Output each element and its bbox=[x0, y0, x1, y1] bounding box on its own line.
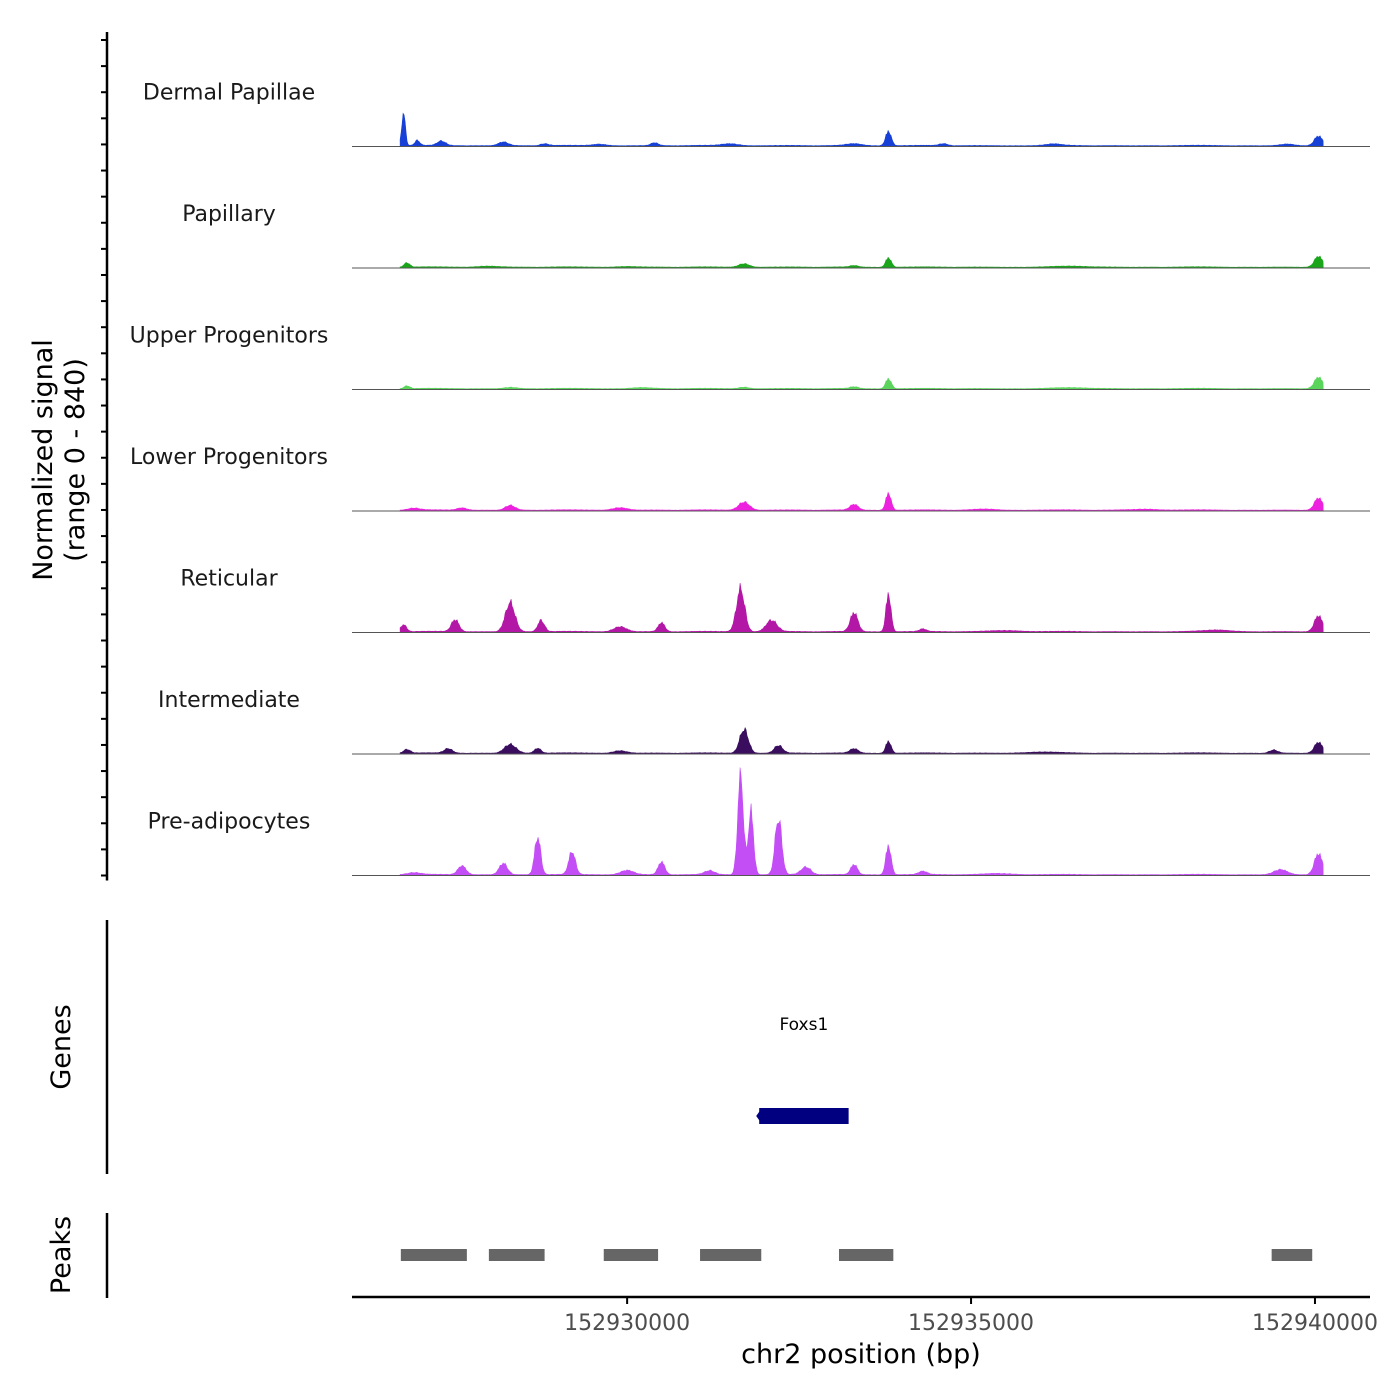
track-label: Reticular bbox=[180, 567, 278, 592]
gene: Foxs1 bbox=[756, 1015, 849, 1124]
x-tick-label: 152940000 bbox=[1252, 1311, 1378, 1336]
gene-label: Foxs1 bbox=[780, 1015, 829, 1035]
x-axis-title: chr2 position (bp) bbox=[741, 1339, 981, 1370]
gene-strand-arrow bbox=[756, 1109, 762, 1123]
track-label: Pre-adipocytes bbox=[148, 810, 311, 835]
signal-track bbox=[352, 491, 1370, 512]
track-label: Lower Progenitors bbox=[130, 445, 328, 470]
signal-track bbox=[352, 255, 1370, 269]
peaks-panel-label: Peaks bbox=[46, 1216, 77, 1294]
genes-layer: Foxs1 bbox=[756, 1015, 849, 1124]
signal-area bbox=[352, 376, 1324, 390]
peak-region bbox=[700, 1249, 762, 1261]
track-label: Intermediate bbox=[158, 688, 300, 713]
gene-body bbox=[759, 1108, 849, 1124]
signal-track bbox=[352, 376, 1370, 390]
signal-area bbox=[352, 255, 1324, 269]
peaks-layer bbox=[400, 1249, 1313, 1261]
peak-region bbox=[838, 1249, 894, 1261]
signal-y-axis-title: Normalized signal bbox=[28, 339, 59, 581]
signal-area bbox=[352, 491, 1324, 512]
signal-area bbox=[352, 112, 1324, 147]
peak-region bbox=[603, 1249, 659, 1261]
peak-region bbox=[1271, 1249, 1313, 1261]
track-labels: Dermal Papillae Papillary Upper Progenitor… bbox=[130, 81, 329, 835]
signal-tracks bbox=[352, 112, 1370, 876]
signal-area bbox=[352, 583, 1324, 633]
genes-panel-label: Genes bbox=[46, 1004, 77, 1089]
signal-y-axis-range: (range 0 - 840) bbox=[60, 358, 91, 562]
signal-track bbox=[352, 112, 1370, 147]
track-label: Papillary bbox=[182, 202, 276, 227]
x-axis-ticks: 152930000 152935000 152940000 bbox=[564, 1297, 1378, 1336]
signal-track bbox=[352, 583, 1370, 633]
x-tick-label: 152930000 bbox=[564, 1311, 690, 1336]
signal-track bbox=[352, 767, 1370, 876]
signal-track bbox=[352, 726, 1370, 755]
x-tick-label: 152935000 bbox=[908, 1311, 1034, 1336]
signal-y-axis bbox=[101, 32, 109, 881]
signal-area bbox=[352, 767, 1324, 876]
track-label: Upper Progenitors bbox=[130, 324, 329, 349]
peak-region bbox=[400, 1249, 467, 1261]
track-label: Dermal Papillae bbox=[143, 81, 315, 106]
signal-area bbox=[352, 726, 1324, 755]
peak-region bbox=[488, 1249, 545, 1261]
